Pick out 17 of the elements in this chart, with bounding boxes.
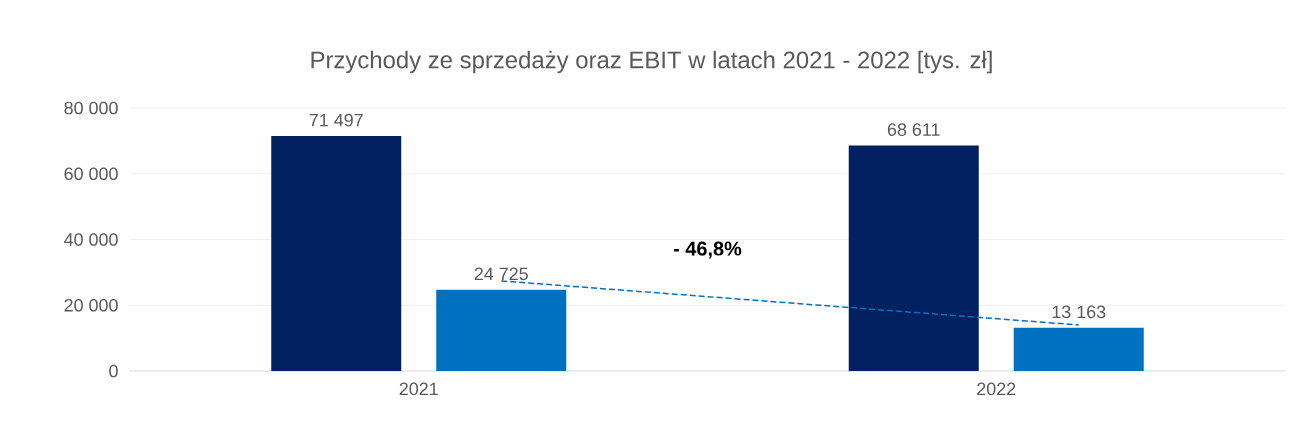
chart-title: Przychody ze sprzedaży oraz EBIT w latach 2021 - 2022 [tys. zł] [311, 50, 992, 74]
bar [271, 135, 402, 371]
y-tick-label: 20 000 [64, 298, 118, 312]
y-tick-label: 80 000 [64, 101, 118, 115]
x-tick-label: 2022 [977, 382, 1016, 396]
y-tick-label: 40 000 [64, 233, 118, 246]
x-tick-label: 2021 [399, 382, 438, 396]
bar [436, 289, 567, 371]
data-label: 68 611 [887, 123, 940, 136]
data-label: 13 163 [1052, 305, 1106, 319]
y-tick-label: 0 [109, 364, 118, 378]
bar [848, 145, 979, 371]
y-tick-label: 60 000 [64, 167, 118, 181]
annotation: - 46,8% [673, 241, 742, 259]
data-label: 24 725 [474, 267, 528, 281]
bar [1013, 327, 1144, 371]
data-label: 71 497 [309, 113, 363, 127]
